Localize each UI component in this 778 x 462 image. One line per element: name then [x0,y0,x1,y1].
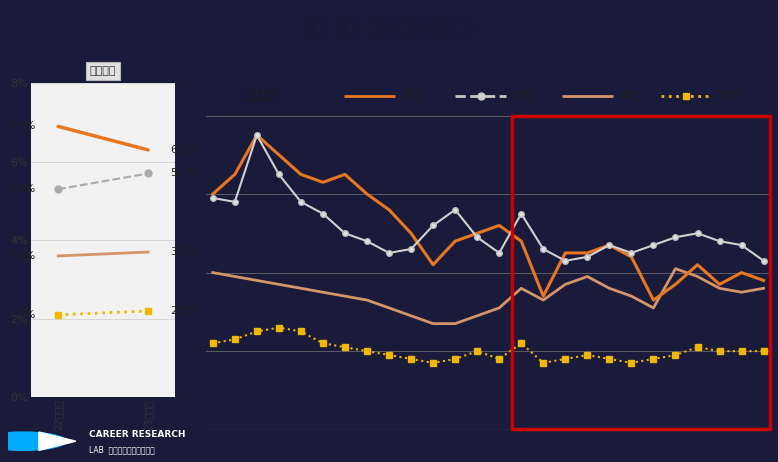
Bar [513,116,770,429]
Text: CAREER RESEARCH: CAREER RESEARCH [89,431,186,439]
Polygon shape [39,432,75,450]
Text: 年間平均: 年間平均 [89,67,117,76]
Text: 20代: 20代 [401,89,425,103]
Text: 2.1%: 2.1% [7,310,36,320]
Text: 3.6%: 3.6% [7,251,36,261]
Text: 月次推移: 月次推移 [246,89,275,103]
Text: 5.7%: 5.7% [170,169,199,178]
Text: 2.2%: 2.2% [170,306,199,316]
Circle shape [0,432,66,450]
Text: 40代: 40代 [620,89,643,103]
Text: 30代: 30代 [513,89,536,103]
Text: 5.3%: 5.3% [7,184,36,194]
Text: 50代: 50代 [718,89,741,103]
Text: LAB  キャリアリサーチラボ: LAB キャリアリサーチラボ [89,446,156,455]
Text: 6.3%: 6.3% [170,145,199,155]
Text: 『年代別』　個人の転職活動実施率: 『年代別』 個人の転職活動実施率 [303,19,475,36]
Text: 6.9%: 6.9% [7,122,36,131]
Text: 3.7%: 3.7% [170,247,199,257]
